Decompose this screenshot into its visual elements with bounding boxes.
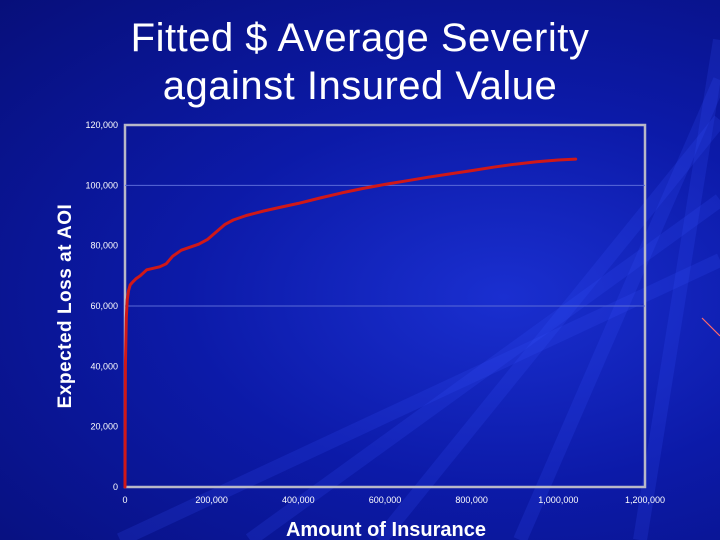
x-tick-label: 1,000,000	[538, 495, 578, 505]
y-tick-label: 40,000	[90, 361, 118, 371]
x-tick-label: 0	[122, 495, 127, 505]
y-axis-ticks: 0 20,000 40,000 60,000 80,000 100,000 120,000	[85, 120, 118, 492]
y-tick-label: 20,000	[90, 422, 118, 432]
slide-title: Fitted $ Average Severity against Insure…	[0, 14, 720, 110]
y-tick-label: 100,000	[85, 180, 118, 190]
y-axis-label: Expected Loss at AOI	[55, 204, 76, 409]
x-tick-label: 800,000	[455, 495, 488, 505]
y-tick-label: 80,000	[90, 241, 118, 251]
gridlines	[125, 184, 645, 307]
y-tick-label: 0	[113, 482, 118, 492]
x-tick-label: 400,000	[282, 495, 315, 505]
slide-title-line-2: against Insured Value	[162, 64, 558, 108]
slide-title-line-1: Fitted $ Average Severity	[130, 16, 590, 60]
y-tick-label: 120,000	[85, 120, 118, 130]
y-tick-label: 60,000	[90, 301, 118, 311]
x-tick-label: 1,200,000	[625, 495, 665, 505]
x-tick-label: 600,000	[369, 495, 402, 505]
fitted-severity-line	[123, 157, 578, 489]
x-axis-ticks: 0 200,000 400,000 600,000 800,000 1,000,000 1,…	[122, 495, 665, 505]
x-axis-label: Amount of Insurance	[286, 519, 486, 540]
x-tick-label: 200,000	[195, 495, 228, 505]
